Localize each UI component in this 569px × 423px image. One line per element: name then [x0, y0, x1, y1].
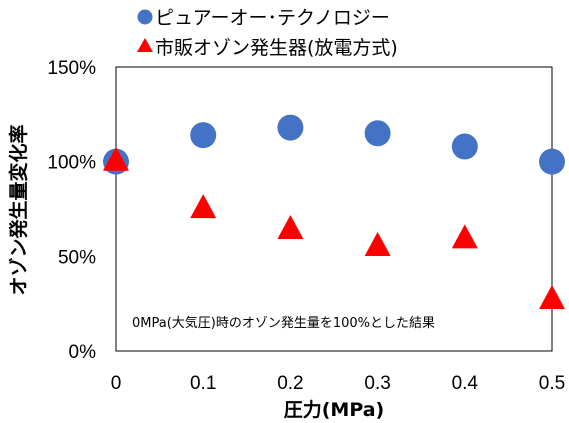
- data-point-circle: [364, 120, 391, 147]
- data-point-circle: [190, 122, 217, 149]
- data-point-circle: [539, 148, 565, 175]
- legend-label-pureo: ピュアーオー･テクノロジー: [155, 7, 390, 29]
- data-point-triangle: [190, 194, 217, 219]
- y-tick-label: 0%: [69, 342, 97, 363]
- data-point-triangle: [277, 214, 304, 239]
- x-tick-label: 0.5: [539, 373, 565, 394]
- y-tick-label: 150%: [47, 58, 96, 79]
- legend-marker-triangle: [137, 38, 153, 52]
- data-point-triangle: [451, 224, 478, 249]
- data-point-triangle: [539, 285, 565, 309]
- x-tick-label: 0: [111, 373, 122, 394]
- data-point-circle: [451, 133, 478, 160]
- plot-area: [115, 66, 553, 352]
- y-axis-title: オゾン発生量変化率: [7, 124, 30, 295]
- data-point-circle: [277, 114, 304, 141]
- legend-item-commercial: 市販オゾン発生器(放電方式): [137, 37, 398, 59]
- x-tick-label: 0.4: [452, 373, 479, 394]
- legend-item-pureo: ピュアーオー･テクノロジー: [137, 7, 390, 29]
- chart-annotation: 0MPa(大気圧)時のオゾン発生量を100%とした結果: [132, 315, 435, 331]
- series-commercial-points: [103, 146, 565, 309]
- series-pureo-points: [103, 114, 565, 175]
- x-tick-label: 0.1: [190, 373, 216, 394]
- x-tick-label: 0.3: [364, 373, 390, 394]
- data-point-triangle: [103, 146, 129, 171]
- legend-marker-circle: [137, 9, 153, 25]
- x-axis-ticks: 0 0.1 0.2 0.3 0.4 0.5: [111, 373, 566, 394]
- x-axis-title: 圧力(MPa): [284, 398, 385, 421]
- y-tick-label: 100%: [47, 153, 96, 174]
- legend-label-commercial: 市販オゾン発生器(放電方式): [155, 37, 398, 59]
- data-point-triangle: [364, 231, 391, 256]
- y-tick-label: 50%: [58, 247, 96, 268]
- legend: ピュアーオー･テクノロジー 市販オゾン発生器(放電方式): [137, 7, 398, 59]
- y-axis-ticks: 0% 50% 100% 150%: [47, 58, 96, 363]
- x-tick-label: 0.2: [277, 373, 303, 394]
